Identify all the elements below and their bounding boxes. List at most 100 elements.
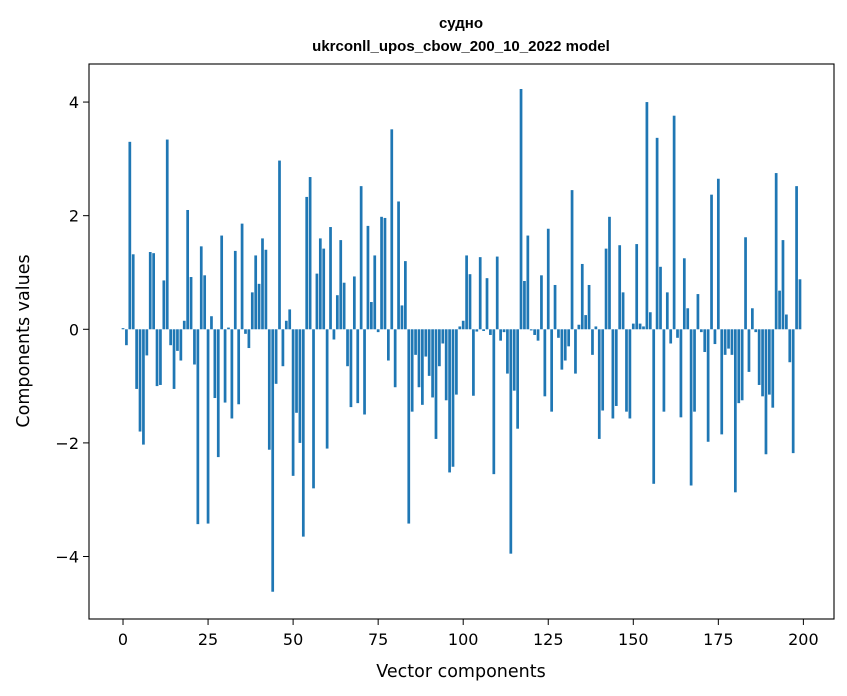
bar-component-103	[472, 329, 475, 396]
bar-component-49	[288, 309, 292, 330]
bar-component-29	[220, 235, 224, 330]
bar-component-111	[499, 329, 502, 341]
bar-component-52	[298, 329, 302, 443]
bar-component-41	[261, 238, 264, 330]
bar-component-185	[750, 308, 754, 330]
bar-component-16	[176, 329, 179, 351]
bar-component-5	[138, 329, 142, 432]
bar-component-199	[798, 279, 802, 330]
bar-component-104	[475, 329, 479, 332]
bar-component-114	[509, 329, 513, 554]
bar-component-27	[213, 329, 217, 399]
bar-component-43	[267, 329, 271, 450]
bar-component-118	[523, 281, 526, 330]
bar-component-172	[706, 329, 710, 442]
bar-component-6	[142, 329, 145, 445]
bar-component-73	[369, 302, 373, 330]
bar-component-88	[421, 329, 424, 405]
bar-component-166	[686, 308, 690, 330]
bar-component-87	[417, 329, 421, 388]
plot-frame	[88, 63, 835, 620]
bar-component-8	[148, 252, 152, 330]
bar-component-120	[529, 329, 533, 331]
bar-component-109	[492, 329, 496, 475]
bar-component-4	[135, 329, 138, 389]
bar-component-173	[710, 194, 713, 330]
bar-component-116	[516, 329, 519, 429]
bar-component-122	[536, 329, 540, 341]
bar-component-91	[431, 329, 434, 398]
x-tick-label: 25	[198, 630, 218, 649]
bar-component-137	[587, 284, 591, 330]
y-tick-label: 0	[69, 320, 79, 339]
bar-component-177	[723, 329, 727, 355]
bar-component-50	[291, 329, 295, 476]
bar-component-169	[696, 294, 700, 330]
bar-component-86	[414, 329, 417, 355]
bar-component-33	[233, 250, 237, 330]
bar-component-96	[448, 329, 451, 473]
bar-component-93	[438, 329, 441, 367]
bar-component-65	[342, 282, 346, 330]
x-tick-label: 150	[618, 630, 649, 649]
bar-component-189	[764, 329, 768, 455]
bar-component-68	[352, 276, 356, 330]
bar-component-78	[387, 329, 390, 361]
bar-component-155	[648, 312, 652, 330]
y-tick-label: 2	[69, 207, 79, 226]
bar-component-184	[747, 329, 751, 372]
bar-component-192	[774, 173, 778, 330]
bar-component-47	[281, 329, 285, 367]
bar-component-127	[553, 284, 557, 330]
bar-component-151	[635, 244, 639, 330]
bar-component-75	[376, 329, 380, 333]
bar-component-187	[757, 329, 761, 385]
bar-component-143	[608, 216, 611, 330]
y-tick-label: −2	[55, 434, 79, 453]
bar-component-51	[295, 329, 298, 413]
bar-component-3	[131, 254, 135, 330]
bar-component-163	[676, 329, 679, 338]
bar-component-108	[489, 329, 492, 335]
bar-component-67	[349, 329, 353, 408]
bar-component-24	[203, 275, 207, 330]
bar-component-99	[458, 326, 462, 330]
bar-component-194	[781, 240, 785, 330]
bar-component-60	[325, 329, 329, 449]
bar-component-18	[182, 320, 186, 330]
bar-component-10	[155, 329, 159, 387]
bar-component-195	[785, 314, 788, 330]
bar-component-190	[768, 329, 771, 395]
chart-title-line-1: судно	[439, 15, 483, 32]
bar-component-23	[199, 246, 203, 330]
bar-component-11	[159, 329, 162, 385]
bar-component-79	[390, 129, 394, 330]
bar-component-142	[604, 248, 608, 330]
bar-component-132	[570, 190, 574, 330]
bar-component-110	[495, 256, 499, 330]
bar-component-186	[754, 329, 758, 333]
bar-component-106	[482, 329, 485, 331]
bar-component-128	[557, 329, 560, 338]
bar-component-81	[397, 201, 400, 330]
bar-component-167	[689, 329, 693, 486]
bar-component-19	[186, 209, 190, 330]
bar-component-2	[128, 141, 132, 330]
bar-component-182	[740, 329, 744, 401]
bar-component-1	[125, 329, 128, 346]
bar-component-74	[373, 255, 377, 330]
y-tick-label: −4	[55, 548, 79, 567]
bar-component-14	[169, 329, 173, 346]
bar-component-22	[196, 329, 200, 525]
x-axis: 0 25 50 75 100 125 150 175 200	[118, 619, 819, 649]
bar-component-95	[444, 329, 448, 401]
chart-title-line-2: ukrconll_upos_cbow_200_10_2022 model	[312, 38, 610, 55]
bar-component-44	[271, 329, 275, 592]
bar-component-101	[465, 255, 468, 330]
bar-component-139	[594, 326, 598, 330]
bar-component-37	[247, 329, 251, 349]
bar-component-165	[682, 258, 686, 330]
bar-component-113	[506, 329, 509, 374]
bar-component-56	[312, 329, 315, 489]
bar-component-57	[315, 273, 319, 330]
